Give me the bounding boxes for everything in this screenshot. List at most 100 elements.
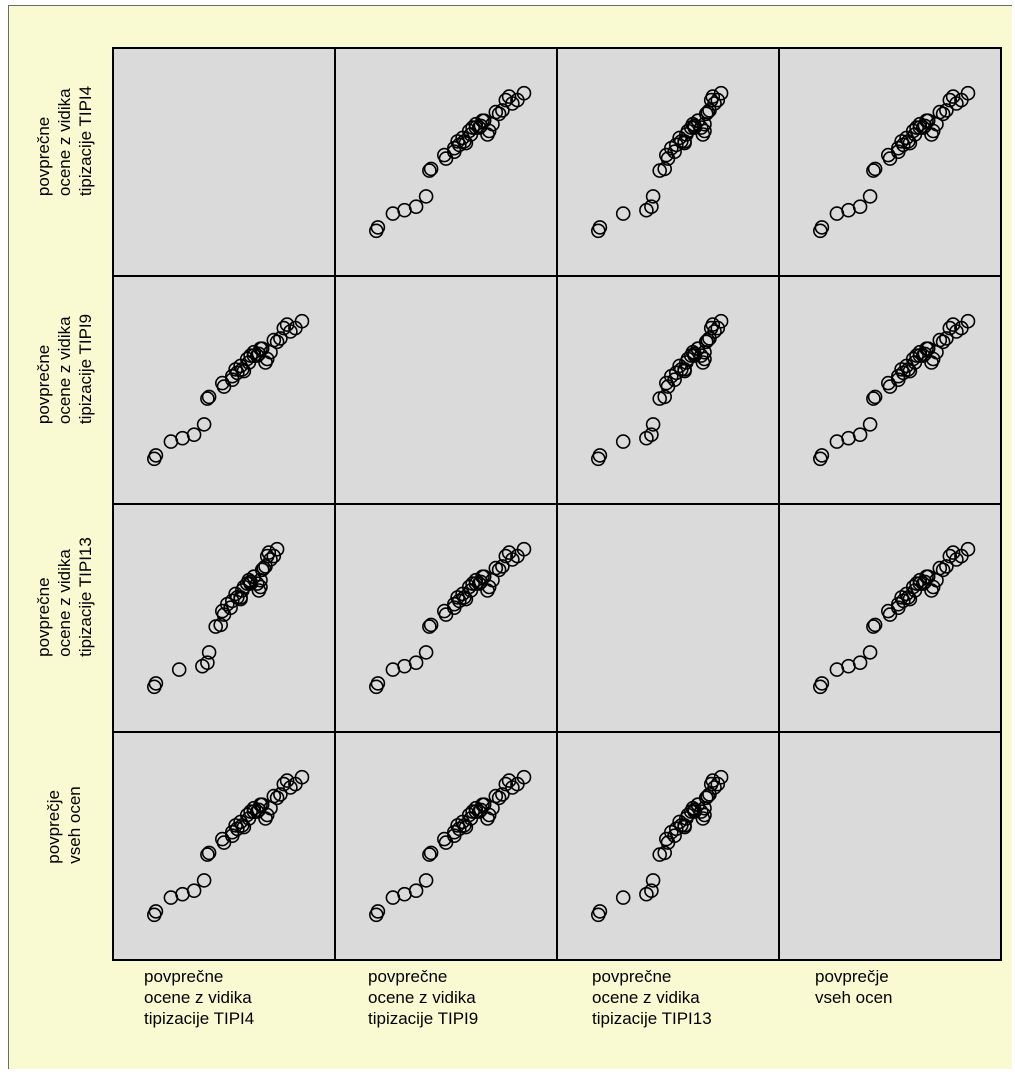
data-point — [186, 427, 202, 443]
data-point — [945, 89, 961, 104]
data-point — [707, 96, 722, 111]
col-label-tipi4: povprečne ocene z vidika tipizacije TIPI… — [144, 967, 255, 1028]
data-point — [814, 676, 830, 691]
data-point — [215, 375, 230, 391]
data-point — [697, 807, 712, 823]
data-point — [866, 619, 881, 634]
data-point — [644, 883, 659, 899]
data-point — [866, 163, 881, 178]
data-point — [710, 92, 726, 108]
data-point — [615, 206, 631, 221]
data-point — [693, 348, 709, 363]
data-point — [852, 427, 868, 443]
data-point — [939, 559, 954, 574]
data-point — [867, 161, 883, 177]
data-point — [814, 448, 830, 463]
data-point — [693, 804, 709, 819]
data-point — [925, 579, 941, 595]
data-point — [201, 645, 217, 660]
data-point — [960, 541, 976, 557]
data-point — [644, 427, 659, 443]
data-point — [273, 331, 288, 346]
data-point — [418, 645, 434, 660]
data-point — [710, 320, 726, 336]
data-point — [408, 655, 424, 671]
data-point — [423, 617, 439, 633]
data-point — [422, 619, 437, 634]
data-point — [148, 448, 164, 463]
data-point — [481, 807, 497, 823]
data-point — [814, 220, 830, 235]
scatter-cell-r2-c1 — [147, 313, 310, 467]
data-point — [269, 790, 285, 806]
data-point — [667, 372, 682, 388]
data-point — [592, 220, 608, 235]
col-label-all: povprečje vseh ocen — [815, 967, 893, 1007]
data-point — [657, 389, 673, 405]
data-point — [481, 123, 497, 139]
chart-frame: povprečne ocene z vidika tipizacije TIPI… — [8, 5, 1012, 1069]
data-point — [939, 331, 954, 346]
scatter-cell-r3-c1 — [147, 541, 285, 695]
data-point — [516, 541, 532, 557]
data-point — [925, 351, 941, 367]
data-point — [423, 161, 439, 177]
data-point — [273, 787, 288, 802]
data-point — [693, 120, 709, 135]
data-point — [707, 780, 722, 795]
scatter-cell-r3-c4 — [812, 541, 976, 695]
data-point — [495, 103, 510, 118]
scatterplot-matrix — [112, 47, 1002, 961]
data-point — [615, 890, 631, 905]
data-point — [698, 106, 714, 122]
data-point — [148, 676, 164, 691]
data-point — [408, 199, 424, 214]
data-point — [491, 790, 507, 806]
data-point — [935, 334, 951, 350]
data-point — [263, 552, 278, 567]
data-point — [645, 417, 661, 432]
data-point — [697, 351, 712, 367]
data-point — [667, 144, 682, 159]
data-point — [867, 389, 883, 405]
scatter-cell-r2-c3 — [590, 313, 729, 467]
data-point — [422, 847, 437, 862]
data-point — [880, 147, 896, 163]
data-point — [867, 617, 883, 633]
data-point — [253, 579, 268, 595]
data-point — [491, 106, 507, 122]
data-point — [862, 417, 878, 432]
scatter-cell-r4-c2 — [368, 769, 532, 923]
row-label-tipi9: povprečne ocene z vidika tipizacije TIPI… — [33, 313, 95, 425]
row-label-tipi4: povprečne ocene z vidika tipizacije TIPI… — [33, 85, 95, 197]
data-point — [667, 828, 682, 844]
data-point — [592, 904, 608, 919]
scatter-cell-r4-c3 — [590, 769, 729, 923]
data-point — [698, 334, 714, 350]
data-point — [939, 103, 954, 118]
data-point — [294, 313, 310, 329]
data-point — [657, 161, 673, 177]
data-point — [196, 417, 212, 432]
data-point — [279, 773, 295, 788]
data-point — [495, 787, 510, 802]
data-point — [215, 831, 230, 847]
data-point — [945, 545, 961, 560]
data-point — [200, 847, 215, 862]
data-point — [866, 391, 881, 406]
data-point — [201, 389, 217, 405]
data-point — [645, 189, 661, 204]
data-point — [713, 313, 729, 329]
data-point — [644, 199, 659, 214]
data-point — [259, 351, 275, 367]
scatter-cell-r1-c2 — [368, 85, 532, 239]
data-point — [960, 313, 976, 329]
data-point — [254, 562, 270, 578]
data-point — [223, 600, 238, 616]
data-point — [657, 845, 673, 861]
data-point — [200, 655, 215, 671]
data-point — [269, 334, 285, 350]
col-label-tipi9: povprečne ocene z vidika tipizacije TIPI… — [368, 967, 479, 1028]
data-point — [266, 548, 282, 564]
scatter-cell-r2-c4 — [812, 313, 976, 467]
